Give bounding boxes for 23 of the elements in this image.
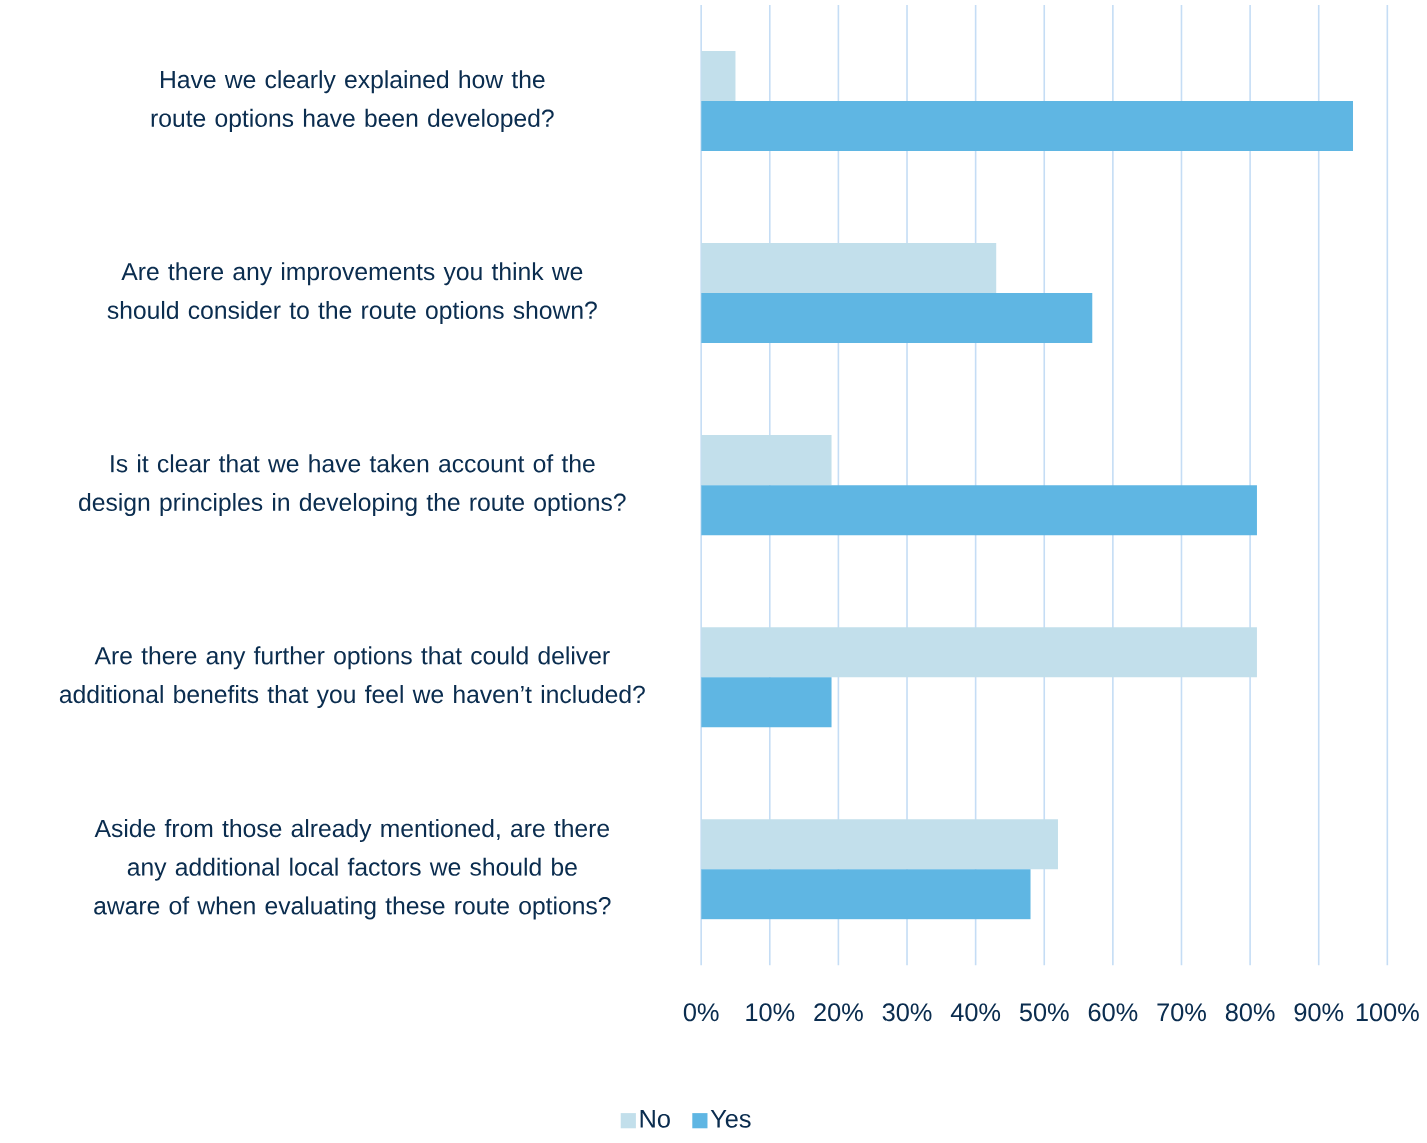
legend-label: No — [640, 1110, 670, 1128]
bar — [701, 869, 1031, 920]
y-tick-label: Is it clear that we have taken account of the design principles in developing the route options? — [79, 454, 626, 516]
bar — [701, 677, 832, 728]
legend-label: Yes — [710, 1110, 751, 1128]
x-tick-label: 80% — [1225, 1003, 1275, 1022]
x-tick-label: 0% — [683, 1003, 719, 1022]
x-tick-label: 20% — [814, 1003, 863, 1022]
y-tick-label: Are there any improvements you think we should consider to the route options shown? — [107, 262, 597, 324]
x-tick-label: 50% — [1019, 1003, 1069, 1022]
bar — [701, 101, 1354, 152]
y-tick-label: Aside from those already mentioned, are there any additional local factors we should be aware of when evaluating these route options? — [94, 819, 611, 920]
x-tick-label: 30% — [882, 1003, 932, 1022]
x-tick-label: 90% — [1294, 1003, 1344, 1022]
x-tick-label: 10% — [746, 1003, 795, 1022]
bar — [701, 293, 1093, 344]
x-tick-label: 70% — [1157, 1003, 1206, 1022]
y-tick-label: Have we clearly explained how the route options have been developed? — [151, 70, 554, 132]
x-tick-label: 40% — [950, 1003, 1001, 1022]
y-tick-label: Are there any further options that could deliver additional benefits that you feel we haven’t included? — [59, 646, 645, 709]
x-tick-label: 60% — [1088, 1003, 1138, 1022]
bar — [701, 485, 1257, 536]
x-tick-label: 100% — [1356, 1003, 1419, 1022]
